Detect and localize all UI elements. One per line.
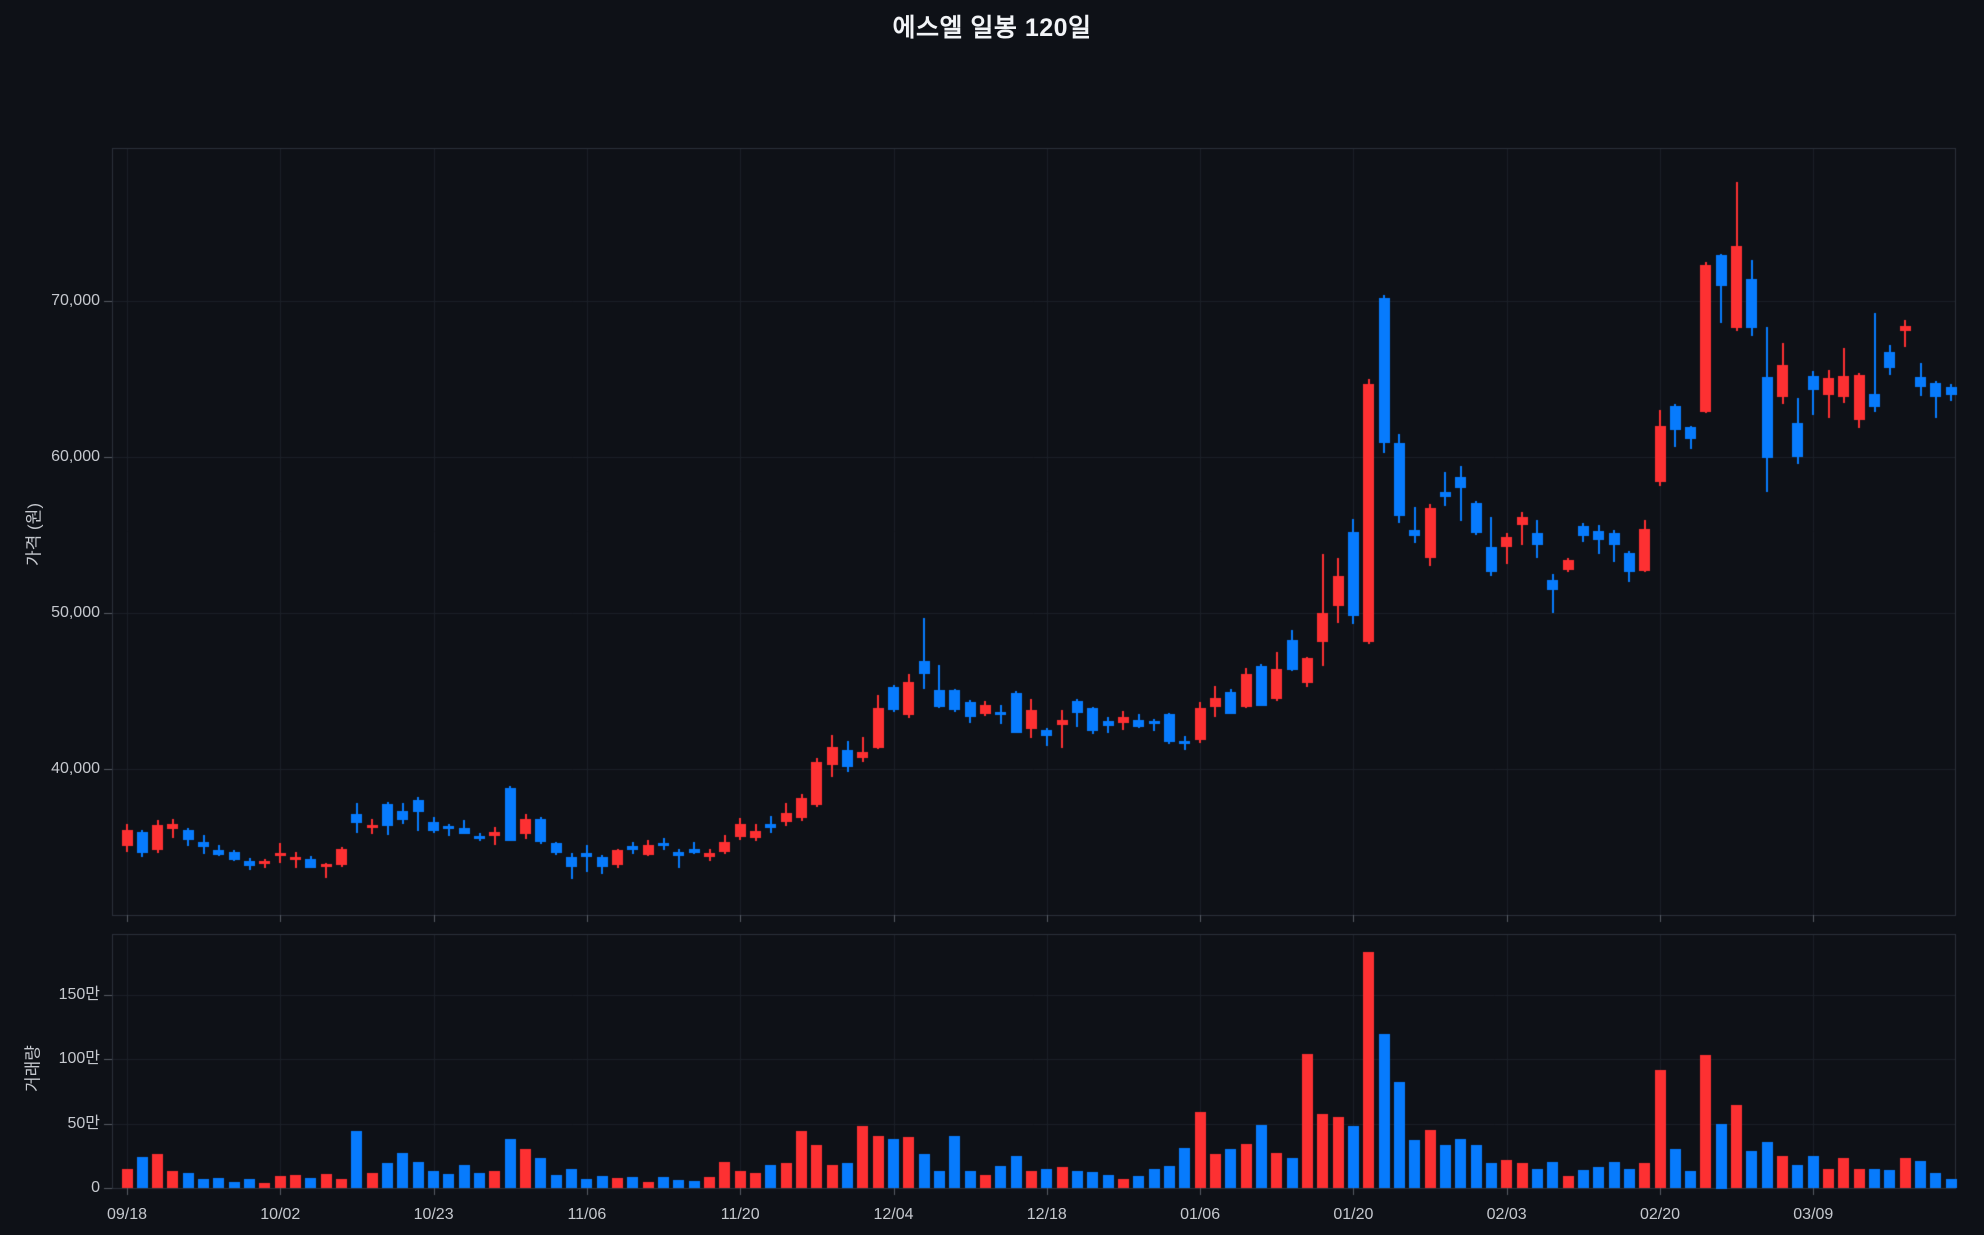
chart-title: 에스엘 일봉 120일 — [892, 14, 1092, 42]
price-axis-tick-label: 70,000 — [51, 292, 100, 309]
price-axis-tick-label: 40,000 — [51, 760, 100, 777]
x-axis-tick-label: 10/23 — [413, 1206, 454, 1223]
price-axis-tick-label: 50,000 — [51, 604, 100, 621]
x-axis-tick-label: 12/18 — [1026, 1206, 1067, 1223]
x-axis-tick-label: 11/06 — [567, 1206, 607, 1223]
x-axis-tick-label: 09/18 — [106, 1206, 148, 1223]
x-axis-tick-label: 10/02 — [260, 1206, 301, 1223]
x-axis-tick-label: 02/20 — [1639, 1206, 1681, 1223]
volume-axis-tick-label: 0 — [91, 1179, 100, 1196]
volume-axis-tick-label: 150만 — [58, 985, 100, 1003]
x-axis-tick-label: 03/09 — [1793, 1206, 1834, 1223]
volume-axis-tick-label: 50만 — [67, 1114, 100, 1132]
x-axis-tick-label: 01/06 — [1180, 1206, 1221, 1223]
x-axis-tick-label: 02/03 — [1486, 1206, 1527, 1223]
price-axis-tick-label: 60,000 — [51, 448, 100, 465]
volume-axis-tick-label: 100만 — [58, 1050, 100, 1067]
x-axis-tick-label: 12/04 — [873, 1206, 914, 1223]
price-axis-title: 가격 (원) — [24, 503, 44, 566]
x-axis-tick-label: 01/20 — [1333, 1206, 1374, 1223]
x-axis-tick-label: 11/20 — [720, 1206, 760, 1223]
